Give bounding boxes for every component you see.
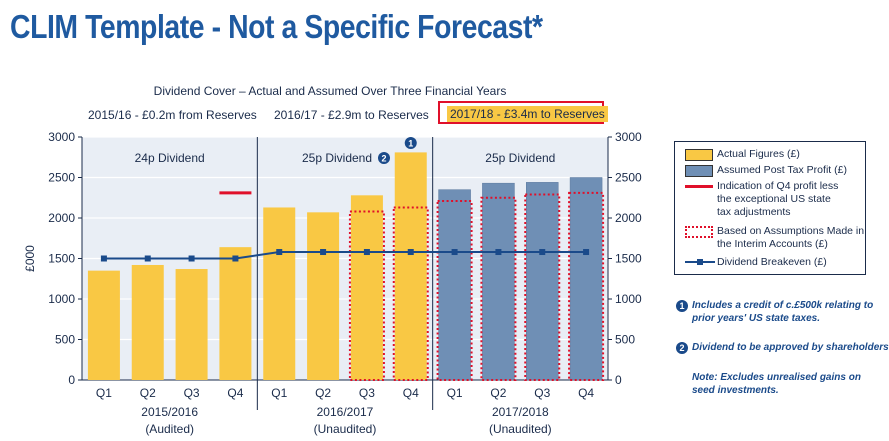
legend-swatch-interim: [685, 226, 713, 238]
dividend-note-marker-text-1: 2: [381, 154, 386, 164]
footnote-1-line-1: Includes a credit of c.£500k relating to: [692, 300, 874, 311]
y-tick-label-left-3000: 3000: [48, 130, 75, 144]
y-tick-label-right-3000: 3000: [615, 130, 642, 144]
bar-actual-3: [219, 247, 252, 380]
bar-interim-10: [524, 193, 561, 381]
breakeven-marker-0: [100, 255, 107, 262]
legend-label-breakeven: Dividend Breakeven (£): [717, 256, 827, 268]
footnote-3-line-1: Note: Excludes unrealised gains on: [692, 372, 861, 383]
group-sublabel-0: (Audited): [145, 422, 194, 436]
y-tick-label-left-1500: 1500: [48, 252, 75, 266]
group-label-1: 2016/2017: [317, 405, 374, 419]
bar-assumed-9: [482, 182, 515, 381]
bar-actual-5: [307, 212, 340, 380]
period-label-2015: 2015/16 - £0.2m from Reserves: [88, 108, 257, 122]
x-tick-label-3: Q4: [227, 386, 243, 400]
breakeven-marker-9: [495, 249, 502, 256]
footnote-1-marker: 1: [676, 300, 688, 312]
footnote-1-line-2: prior years' US state taxes.: [692, 313, 820, 324]
y-tick-label-right-1000: 1000: [615, 292, 642, 306]
y-tick-label-right-2500: 2500: [615, 171, 642, 185]
legend-label-interim-2: the Interim Accounts (£): [717, 238, 828, 250]
breakeven-marker-5: [320, 249, 327, 256]
x-tick-label-0: Q1: [96, 386, 112, 400]
y-tick-label-right-0: 0: [615, 373, 622, 387]
legend-label-q4-3: tax adjustments: [717, 206, 791, 218]
legend-label-q4-2: the exceptional US state: [717, 193, 831, 205]
footnote-2-marker: 2: [676, 342, 688, 354]
legend-label-actual: Actual Figures (£): [717, 148, 800, 160]
legend-swatch-actual: [685, 149, 713, 161]
x-tick-label-11: Q4: [578, 386, 594, 400]
bar-actual-4: [263, 207, 296, 380]
breakeven-marker-2: [188, 255, 195, 262]
y-tick-label-left-0: 0: [68, 373, 75, 387]
x-tick-label-1: Q2: [140, 386, 156, 400]
dividend-label-0: 24p Dividend: [135, 151, 205, 165]
bar-interim-6: [348, 210, 385, 381]
group-sublabel-1: (Unaudited): [314, 422, 377, 436]
x-tick-label-4: Q1: [271, 386, 287, 400]
y-tick-label-left-2000: 2000: [48, 211, 75, 225]
legend-label-assumed: Assumed Post Tax Profit (£): [717, 164, 847, 176]
group-sublabel-2: (Unaudited): [489, 422, 552, 436]
period-label-2017: 2017/18 - £3.4m to Reserves: [447, 106, 608, 122]
bar-actual-1: [131, 264, 164, 380]
legend-label-interim-1: Based on Assumptions Made in: [717, 225, 865, 237]
y-tick-label-right-2000: 2000: [615, 211, 642, 225]
bar-assumed-10: [526, 182, 559, 381]
legend-label-q4-1: Indication of Q4 profit less: [717, 180, 839, 192]
y-tick-label-right-1500: 1500: [615, 252, 642, 266]
group-label-0: 2015/2016: [141, 405, 198, 419]
y-tick-label-left-1000: 1000: [48, 292, 75, 306]
breakeven-marker-7: [407, 249, 414, 256]
bar-assumed-8: [438, 189, 471, 381]
footnote-2-line-1: Dividend to be approved by shareholders: [692, 342, 889, 353]
x-tick-label-2: Q3: [184, 386, 200, 400]
legend-swatch-assumed: [685, 165, 713, 177]
x-tick-label-8: Q1: [447, 386, 463, 400]
bar-note-marker-text: 1: [408, 139, 413, 149]
bar-interim-8: [436, 199, 473, 381]
group-label-2: 2017/2018: [492, 405, 549, 419]
footnote-3-line-2: seed investments.: [692, 385, 779, 396]
breakeven-marker-1: [144, 255, 151, 262]
y-tick-label-right-500: 500: [615, 333, 635, 347]
legend-swatch-breakeven: [685, 259, 715, 265]
bar-actual-6: [350, 195, 383, 380]
breakeven-marker-8: [451, 249, 458, 256]
breakeven-marker-4: [276, 249, 283, 256]
dividend-note-marker-circle-1: [378, 152, 390, 164]
x-tick-label-7: Q4: [403, 386, 419, 400]
legend-swatch-q4-indicator: [685, 185, 713, 188]
bar-actual-7: [394, 152, 427, 380]
period-label-2016: 2016/17 - £2.9m to Reserves: [274, 108, 429, 122]
breakeven-marker-6: [363, 249, 370, 256]
x-tick-label-9: Q2: [490, 386, 506, 400]
y-axis-label: £000: [23, 245, 37, 272]
x-tick-label-6: Q3: [359, 386, 375, 400]
dividend-label-2: 25p Dividend: [485, 151, 555, 165]
period-highlight-box: 2017/18 - £3.4m to Reserves: [438, 101, 608, 124]
x-tick-label-5: Q2: [315, 386, 331, 400]
breakeven-marker-10: [539, 249, 546, 256]
breakeven-line: [103, 251, 587, 260]
bar-assumed-11: [569, 177, 603, 381]
x-tick-label-10: Q3: [534, 386, 550, 400]
y-tick-label-left-500: 500: [55, 333, 75, 347]
bar-note-marker-circle: [404, 137, 417, 149]
chart-legend: Actual Figures (£) Assumed Post Tax Prof…: [674, 141, 866, 275]
dividend-label-1: 25p Dividend: [302, 151, 372, 165]
bar-actual-2: [175, 269, 208, 380]
bar-actual-0: [87, 270, 120, 380]
y-tick-label-left-2500: 2500: [48, 171, 75, 185]
page-title: CLIM Template - Not a Specific Forecast*: [10, 8, 543, 45]
breakeven-marker-11: [583, 249, 590, 256]
chart-subtitle: Dividend Cover – Actual and Assumed Over…: [153, 84, 507, 98]
breakeven-marker-3: [232, 255, 239, 262]
bar-interim-11: [568, 191, 605, 381]
